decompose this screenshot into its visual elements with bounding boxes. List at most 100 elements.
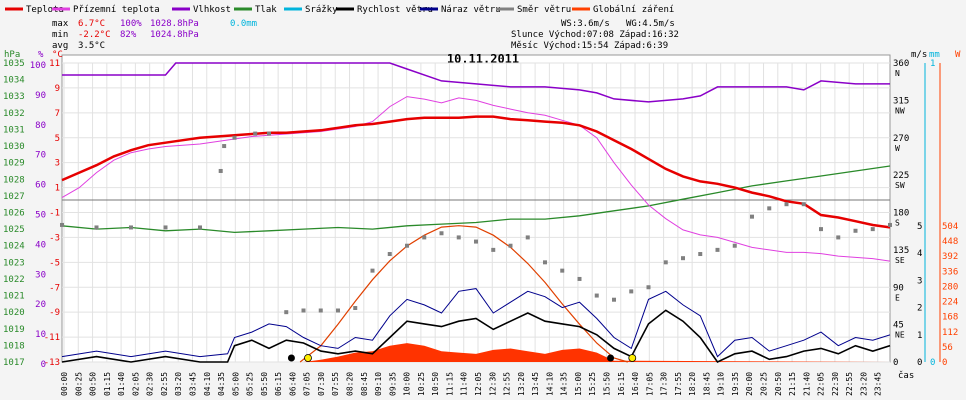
y-tick-degc: -5	[49, 258, 60, 268]
x-tick-label: 04:10	[203, 372, 212, 396]
y-tick-pct: 20	[35, 300, 46, 310]
y-tick-hpa: 1032	[3, 109, 25, 119]
wind-direction-point	[715, 247, 720, 252]
x-tick-label: 15:50	[602, 372, 611, 396]
x-tick-label: 18:45	[702, 372, 711, 396]
x-tick-label: 07:05	[303, 372, 312, 396]
wind-direction-point	[646, 285, 651, 290]
x-tick-label: 07:55	[331, 372, 340, 396]
y-tick-pct: 70	[35, 151, 46, 161]
y-tick-dir-name: SE	[895, 256, 905, 265]
x-tick-label: 07:30	[317, 372, 326, 396]
x-tick-label: 06:40	[288, 372, 297, 396]
y-tick-dir-name: SW	[895, 181, 905, 190]
x-tick-label: 20:00	[745, 372, 754, 396]
wind-direction-point	[853, 228, 858, 233]
x-tick-label: 05:50	[260, 372, 269, 396]
stat-moon: Měsíc Východ:15:54 Západ:6:39	[511, 41, 668, 51]
y-tick-dir-deg: 360	[893, 59, 909, 69]
x-tick-label: 02:05	[131, 372, 140, 396]
legend-label: Přízemní teplota	[73, 5, 160, 15]
y-tick-degc: -7	[49, 283, 60, 293]
legend-label: Rychlost větru	[357, 5, 433, 15]
x-tick-label: 13:45	[531, 372, 540, 396]
legend-label: Tlak	[255, 5, 277, 15]
y-tick-degc: -3	[49, 233, 60, 243]
wind-direction-point	[370, 268, 375, 273]
x-tick-label: 01:15	[103, 372, 112, 396]
wind-direction-point	[836, 235, 841, 240]
stat-min-press: 1024.8hPa	[150, 30, 199, 40]
y-tick-hpa: 1028	[3, 175, 25, 185]
x-tick-label: 12:05	[474, 372, 483, 396]
wind-direction-point	[888, 222, 892, 227]
stat-max-temp: 6.7°C	[78, 19, 105, 29]
x-tick-label: 10:25	[417, 372, 426, 396]
y-tick-pct: 40	[35, 240, 46, 250]
x-tick-label: 06:15	[274, 372, 283, 396]
wind-direction-point	[284, 310, 289, 315]
x-tick-label: 13:20	[517, 372, 526, 396]
wind-direction-point	[560, 268, 565, 273]
wind-direction-point	[663, 260, 668, 265]
sunset-marker	[628, 354, 637, 362]
x-tick-label: 23:20	[859, 372, 868, 396]
wind-direction-point	[732, 243, 737, 248]
legend-label: Srážky	[305, 5, 338, 15]
y-tick-dir-deg: 90	[893, 283, 904, 293]
axis-title-mm: mm	[929, 50, 940, 60]
x-tick-label: 09:10	[374, 372, 383, 396]
x-tick-label: 17:55	[674, 372, 683, 396]
y-tick-w: 504	[942, 222, 958, 232]
x-tick-label: 19:10	[717, 372, 726, 396]
x-tick-label: 15:25	[588, 372, 597, 396]
y-tick-hpa: 1027	[3, 192, 25, 202]
stat-max-press: 1028.8hPa	[150, 19, 199, 29]
x-tick-label: 03:20	[174, 372, 183, 396]
y-tick-dir-name: W	[895, 144, 900, 153]
y-tick-pct: 100	[30, 61, 46, 71]
y-tick-pct: 60	[35, 181, 46, 191]
wind-direction-point	[612, 297, 616, 302]
y-tick-dir-deg: 135	[893, 246, 909, 256]
x-tick-label: 22:30	[831, 372, 840, 396]
y-tick-dir-name: S	[895, 219, 900, 228]
legend-label: Vlhkost	[193, 5, 231, 15]
y-tick-ms: 1	[917, 331, 922, 341]
y-tick-dir-deg: 315	[893, 96, 909, 106]
x-tick-label: 16:40	[631, 372, 640, 396]
wind-direction-point	[198, 225, 202, 230]
x-tick-label: 00:25	[74, 372, 83, 396]
y-tick-degc: 7	[55, 109, 60, 119]
y-tick-hpa: 1030	[3, 142, 25, 152]
y-tick-hpa: 1021	[3, 292, 25, 302]
sunrise-marker	[304, 354, 312, 362]
x-tick-label: 11:40	[460, 372, 469, 396]
clear-sky-radiation-line	[299, 225, 628, 363]
wind-direction-point	[60, 222, 64, 227]
stat-min-temp: -2.2°C	[78, 30, 111, 40]
x-tick-label: 18:20	[688, 372, 697, 396]
y-tick-mm: 1	[930, 59, 935, 69]
y-tick-dir-deg: 45	[893, 321, 904, 331]
x-tick-label: 17:05	[645, 372, 654, 396]
x-tick-label: 17:30	[660, 372, 669, 396]
y-tick-pct: 80	[35, 121, 46, 131]
y-tick-w: 112	[942, 328, 958, 338]
wind-direction-point	[336, 308, 340, 313]
x-tick-label: 15:00	[574, 372, 583, 396]
y-tick-hpa: 1022	[3, 275, 25, 285]
wind-direction-point	[698, 252, 703, 257]
wind-direction-point	[870, 227, 875, 232]
y-tick-hpa: 1029	[3, 159, 25, 169]
y-tick-ms: 5	[917, 222, 922, 232]
wind-direction-point	[301, 308, 306, 313]
x-tick-label: 11:15	[445, 372, 454, 396]
y-tick-pct: 30	[35, 270, 46, 280]
x-tick-label: 14:10	[545, 372, 554, 396]
wind-direction-point	[94, 225, 99, 230]
stats-panel: max 6.7°C 100% 1028.8hPa 0.0mm min -2.2°…	[52, 19, 679, 51]
y-tick-pct: 0	[41, 360, 46, 370]
y-tick-dir-deg: 225	[893, 171, 909, 181]
stat-avg-label: avg	[52, 41, 68, 51]
